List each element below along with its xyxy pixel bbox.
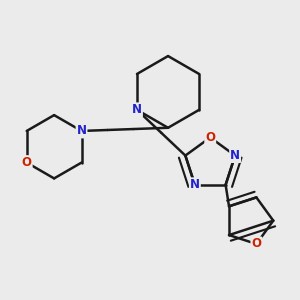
Text: N: N (132, 103, 142, 116)
Text: N: N (76, 124, 86, 137)
Text: O: O (22, 156, 32, 169)
Text: N: N (190, 178, 200, 191)
Text: O: O (251, 238, 261, 250)
Text: N: N (230, 149, 240, 162)
Text: O: O (205, 131, 215, 144)
